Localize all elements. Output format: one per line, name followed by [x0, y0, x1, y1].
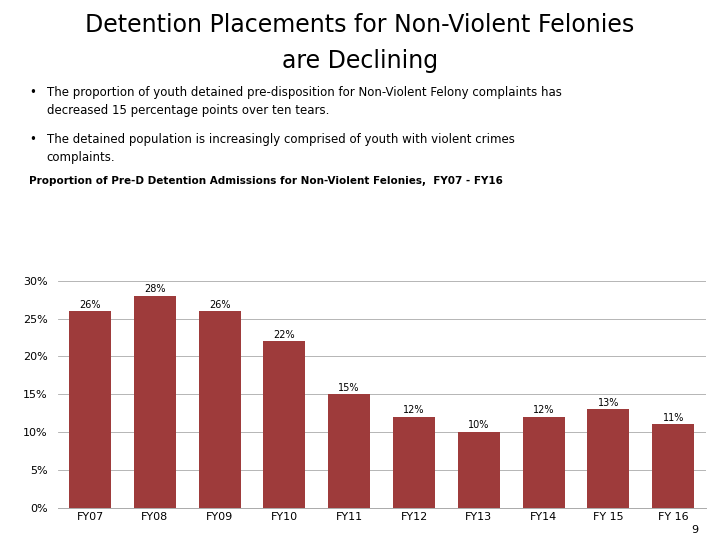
Bar: [458, 432, 500, 508]
Text: 11%: 11%: [662, 413, 684, 423]
Text: 9: 9: [691, 524, 698, 535]
Text: The proportion of youth detained pre-disposition for Non-Violent Felony complain: The proportion of youth detained pre-dis…: [47, 86, 562, 99]
Text: Detention Placements for Non-Violent Felonies: Detention Placements for Non-Violent Fel…: [86, 14, 634, 37]
Text: 15%: 15%: [338, 383, 360, 393]
Bar: [523, 417, 564, 508]
Bar: [264, 341, 305, 508]
Text: 13%: 13%: [598, 398, 619, 408]
Text: 22%: 22%: [274, 330, 295, 340]
Text: Proportion of Pre-D Detention Admissions for Non-Violent Felonies,  FY07 - FY16: Proportion of Pre-D Detention Admissions…: [29, 176, 503, 186]
Text: 10%: 10%: [468, 421, 490, 430]
Text: 12%: 12%: [533, 406, 554, 415]
Bar: [588, 409, 629, 508]
Bar: [652, 424, 694, 508]
Bar: [328, 394, 370, 508]
Bar: [69, 311, 111, 508]
Text: are Declining: are Declining: [282, 49, 438, 72]
Bar: [134, 296, 176, 508]
Text: decreased 15 percentage points over ten tears.: decreased 15 percentage points over ten …: [47, 104, 329, 117]
Text: 26%: 26%: [79, 300, 101, 309]
Text: complaints.: complaints.: [47, 151, 115, 164]
Text: •: •: [29, 86, 36, 99]
Bar: [393, 417, 435, 508]
Text: 12%: 12%: [403, 406, 425, 415]
Text: 26%: 26%: [209, 300, 230, 309]
Text: •: •: [29, 133, 36, 146]
Text: The detained population is increasingly comprised of youth with violent crimes: The detained population is increasingly …: [47, 133, 515, 146]
Text: 28%: 28%: [144, 285, 166, 294]
Bar: [199, 311, 240, 508]
